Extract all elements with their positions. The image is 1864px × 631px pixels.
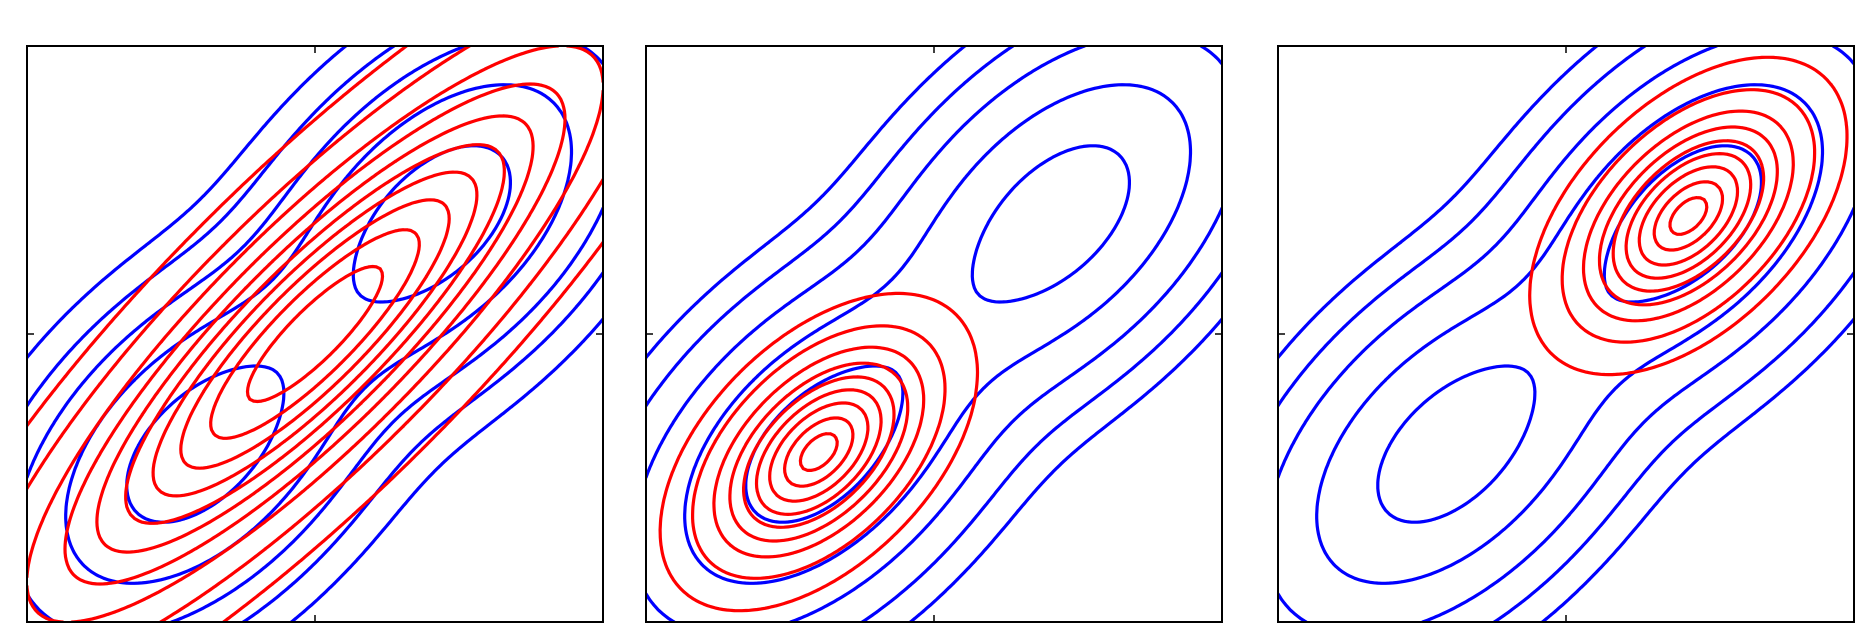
- axes-frame: [26, 45, 604, 623]
- approximation-contour-level-2: [1560, 88, 1817, 344]
- target-contour-level-4: [27, 46, 603, 622]
- approximation-contour-level-8: [783, 416, 855, 488]
- approximation-contour-level-7: [1637, 165, 1740, 267]
- approximation-contour-level-2: [691, 324, 947, 580]
- target-contour-level-3: [646, 46, 1222, 622]
- axes-frame: [1277, 45, 1855, 623]
- approximation-contour-level-9: [798, 432, 839, 472]
- approximation-contour-level-1: [27, 46, 603, 622]
- target-contour-level-4: [1278, 46, 1854, 622]
- approximation-contour-level-1: [658, 291, 980, 613]
- contour-panel-1: [26, 45, 604, 623]
- approximation-contour-level-6: [1624, 152, 1753, 280]
- approximation-contour-level-6: [754, 388, 883, 516]
- approximation-contour-level-10: [245, 264, 385, 404]
- contour-panel-2: [645, 45, 1223, 623]
- target-contour-level-3: [1278, 46, 1854, 622]
- approximation-contour-level-9: [1668, 196, 1709, 236]
- approximation-contour-level-6: [124, 143, 506, 525]
- approximation-contour-level-5: [1611, 139, 1766, 293]
- target-contour-level-5: [27, 46, 603, 622]
- approximation-contour-level-5: [742, 375, 896, 529]
- approximation-contour-level-3: [1581, 109, 1795, 323]
- target-contour-level-5: [1278, 46, 1854, 622]
- axes-frame: [645, 45, 1223, 623]
- target-contour-level-2: [1315, 83, 1825, 585]
- target-contour-level-5: [646, 46, 1222, 622]
- target-contour-level-4: [646, 46, 1222, 622]
- contour-panel-3: [1277, 45, 1855, 623]
- approximation-contour-level-8: [179, 198, 451, 470]
- target-contour-level-2: [683, 83, 1193, 585]
- approximation-contour-level-4: [728, 361, 910, 543]
- approximation-contour-level-3: [27, 46, 603, 622]
- approximation-contour-level-4: [63, 82, 567, 586]
- approximation-contour-level-5: [95, 114, 535, 554]
- target-contour-level-3: [27, 46, 603, 622]
- approximation-contour-level-7: [768, 401, 870, 503]
- approximation-contour-level-9: [209, 228, 421, 440]
- approximation-contour-level-8: [1652, 180, 1725, 252]
- approximation-contour-level-2: [27, 46, 603, 622]
- approximation-contour-level-1: [1528, 55, 1849, 377]
- approximation-contour-level-4: [1597, 125, 1779, 307]
- approximation-contour-level-3: [712, 345, 926, 559]
- approximation-contour-level-7: [151, 170, 479, 498]
